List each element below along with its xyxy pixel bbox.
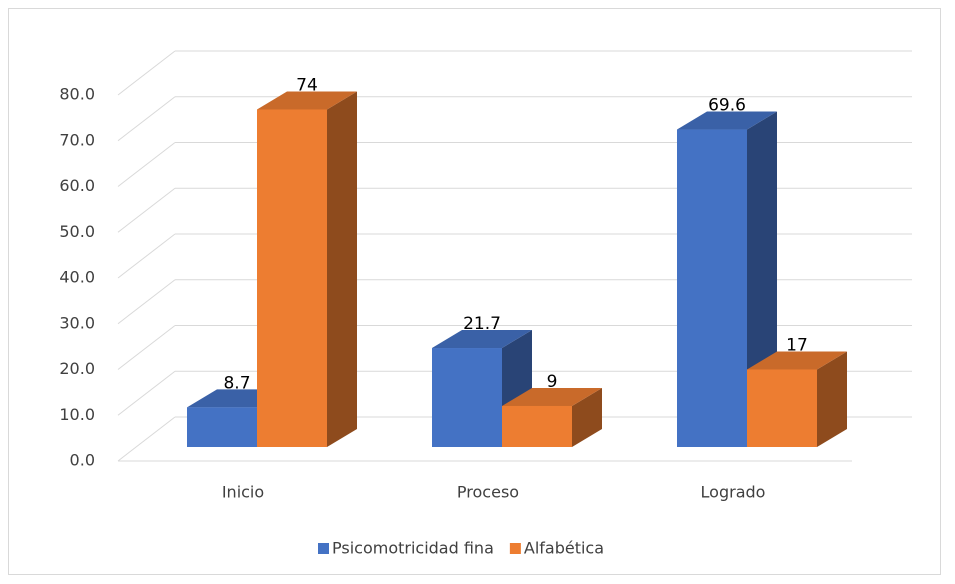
legend-swatch (509, 543, 521, 554)
value-label: 69.6 (708, 96, 746, 116)
bar-top (432, 330, 532, 349)
bar (187, 407, 257, 447)
y-tick-label: 0.0 (70, 451, 95, 470)
value-label: 17 (786, 335, 808, 355)
y-tick-label: 30.0 (59, 313, 95, 332)
bar-top (747, 351, 847, 370)
value-label: 74 (296, 75, 318, 95)
grid-line (117, 96, 176, 142)
bar (677, 129, 747, 447)
bar (432, 348, 502, 447)
value-label: 8.7 (223, 373, 250, 393)
grid-line (117, 416, 176, 462)
grid-line (117, 233, 176, 279)
y-tick-label: 40.0 (59, 268, 95, 287)
x-tick-label: Inicio (222, 483, 264, 502)
chart-border (8, 8, 941, 575)
bar-side (327, 91, 357, 448)
value-label: 21.7 (463, 314, 501, 334)
y-tick-label: 60.0 (59, 176, 95, 195)
grid-line (117, 142, 176, 187)
bar (747, 369, 817, 447)
y-tick-label: 70.0 (59, 130, 95, 149)
x-tick-label: Proceso (457, 483, 519, 502)
legend-label: Alfabética (524, 539, 604, 558)
grid-line (117, 325, 176, 370)
grid-line (117, 50, 176, 96)
grid-line (117, 370, 176, 416)
y-tick-label: 50.0 (59, 222, 95, 241)
bar-top (257, 91, 357, 110)
bar (502, 405, 572, 447)
bar-side (572, 387, 602, 447)
bar (257, 109, 327, 448)
legend-label: Psicomotricidad fina (332, 539, 494, 558)
bar-side (817, 351, 847, 447)
x-tick-label: Logrado (701, 483, 766, 502)
y-tick-label: 80.0 (59, 85, 95, 104)
bar-top (502, 387, 602, 406)
y-tick-label: 20.0 (59, 359, 95, 378)
legend-swatch (318, 543, 329, 554)
bar-top (677, 111, 777, 130)
y-tick-label: 10.0 (59, 405, 95, 424)
value-label: 9 (547, 372, 558, 392)
grid-line (117, 187, 176, 233)
grid-line (117, 279, 176, 325)
